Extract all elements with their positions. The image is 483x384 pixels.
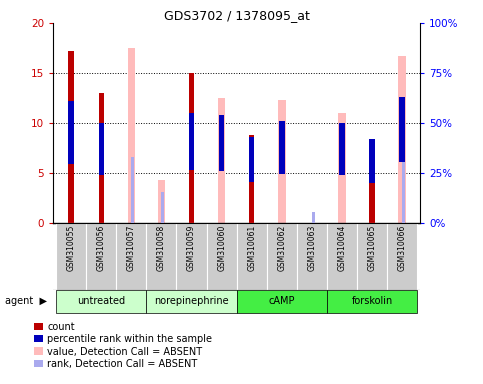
Text: GSM310064: GSM310064 xyxy=(338,225,346,271)
Bar xyxy=(339,123,345,175)
Text: cAMP: cAMP xyxy=(269,296,295,306)
Bar xyxy=(312,212,315,223)
Bar xyxy=(369,139,375,182)
Bar xyxy=(69,51,74,223)
Text: agent  ▶: agent ▶ xyxy=(5,296,47,306)
Bar xyxy=(161,192,164,223)
Bar xyxy=(146,223,176,290)
Bar xyxy=(402,159,405,223)
Bar xyxy=(56,290,146,313)
Bar xyxy=(99,93,104,223)
Bar xyxy=(279,121,284,174)
Text: GSM310058: GSM310058 xyxy=(157,225,166,271)
Text: GSM310062: GSM310062 xyxy=(277,225,286,271)
Text: GSM310055: GSM310055 xyxy=(67,225,76,271)
Text: GSM310063: GSM310063 xyxy=(307,225,316,271)
Bar xyxy=(86,223,116,290)
Legend: count, percentile rank within the sample, value, Detection Call = ABSENT, rank, : count, percentile rank within the sample… xyxy=(34,322,213,369)
Text: GSM310056: GSM310056 xyxy=(97,225,106,271)
Text: GSM310057: GSM310057 xyxy=(127,225,136,271)
Bar xyxy=(249,137,255,182)
Bar xyxy=(278,100,285,223)
Bar xyxy=(157,180,165,223)
Bar xyxy=(218,98,226,223)
Bar xyxy=(237,223,267,290)
Bar xyxy=(369,145,375,223)
Bar xyxy=(357,223,387,290)
Bar xyxy=(56,223,86,290)
Title: GDS3702 / 1378095_at: GDS3702 / 1378095_at xyxy=(164,9,310,22)
Bar xyxy=(297,223,327,290)
Bar xyxy=(189,113,194,170)
Text: GSM310061: GSM310061 xyxy=(247,225,256,271)
Text: GSM310059: GSM310059 xyxy=(187,225,196,271)
Text: untreated: untreated xyxy=(77,296,125,306)
Bar xyxy=(146,290,237,313)
Text: GSM310060: GSM310060 xyxy=(217,225,226,271)
Text: forskolin: forskolin xyxy=(352,296,393,306)
Bar xyxy=(327,290,417,313)
Bar xyxy=(399,97,405,162)
Bar xyxy=(398,56,406,223)
Text: norepinephrine: norepinephrine xyxy=(154,296,229,306)
Bar xyxy=(99,123,104,175)
Bar xyxy=(338,113,346,223)
Bar xyxy=(69,101,74,164)
Bar xyxy=(249,135,255,223)
Bar xyxy=(219,115,224,170)
Bar xyxy=(327,223,357,290)
Bar xyxy=(131,157,134,223)
Text: GSM310066: GSM310066 xyxy=(398,225,407,271)
Text: GSM310065: GSM310065 xyxy=(368,225,377,271)
Bar xyxy=(387,223,417,290)
Bar xyxy=(116,223,146,290)
Bar xyxy=(189,73,194,223)
Bar xyxy=(176,223,207,290)
Bar xyxy=(128,48,135,223)
Bar xyxy=(207,223,237,290)
Bar xyxy=(267,223,297,290)
Bar xyxy=(237,290,327,313)
